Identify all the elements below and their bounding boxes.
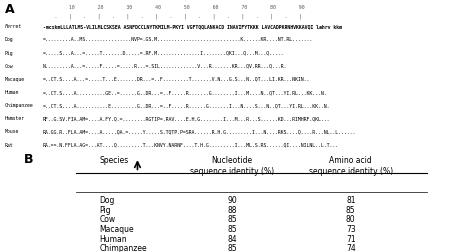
Text: Human: Human [100,235,127,244]
Text: Pig: Pig [100,206,111,215]
Text: 84: 84 [228,235,237,244]
Text: 73: 73 [346,225,356,234]
Text: 85: 85 [228,244,237,252]
Text: Dog: Dog [5,37,13,42]
Text: Macaque: Macaque [5,77,25,82]
Text: =.....S...A...=.....T.......D.....=.RF.M...............I........QKI...Q...M...Q.: =.....S...A...=.....T.......D.....=.RF.M… [43,50,284,55]
Text: Chimpanzee: Chimpanzee [100,244,147,252]
Text: =..CT.S....A..........GE..=......G..DR...=..F.....R.......G........I...M....N..Q: =..CT.S....A..........GE..=......G..DR..… [43,90,327,95]
Text: -mcskmLLLATLMS-VLILMLCSKSEA ASNFDCCLNYTKMILM-PKYI VGFTQQLANKACD INAVIFYTKKK LAVC: -mcskmLLLATLMS-VLILMLCSKSEA ASNFDCCLNYTK… [43,24,342,29]
Text: 85: 85 [346,206,356,215]
Text: RA.==.N.FFLA.AG=...AT....Q.........T...KNVY.NARNF....T.H.G.........I...ML.S.RS..: RA.==.N.FFLA.AG=...AT....Q.........T...K… [43,143,339,148]
Text: 10        20        30        40        50        60        70        80        : 10 20 30 40 50 60 70 80 [43,5,304,10]
Text: Nucleotide
sequence identity (%): Nucleotide sequence identity (%) [190,156,274,176]
Text: Hamster: Hamster [5,116,25,121]
Text: 81: 81 [346,196,356,205]
Text: A: A [5,3,14,16]
Text: B: B [24,153,33,166]
Text: Human: Human [5,90,19,95]
Text: .    |    .    |    .    |    .    |    .    |    .    |    .    |    .    |    : . | . | . | . | . | . | . | . | [43,14,301,19]
Text: 90: 90 [228,196,237,205]
Text: 74: 74 [346,244,356,252]
Text: =..CT.S....A...........E.........G..DR...=..F.....R......G.......I...N....S...N.: =..CT.S....A...........E.........G..DR..… [43,103,330,108]
Text: N.........A...=.....F.....=.....R...=.SIL.............V...R.......KR...QV.RR...Q: N.........A...=.....F.....=.....R...=.SI… [43,64,287,69]
Text: Mouse: Mouse [5,130,19,134]
Text: =.........A..MS................NVP=.GS.M.............................K......KR..: =.........A..MS................NVP=.GS.M… [43,37,313,42]
Text: RF..G.SV.FIA.AM=....A.FY.Q.=........RGTIP=.RAV....E.H.G........I...M...R...S....: RF..G.SV.FIA.AM=....A.FY.Q.=........RGTI… [43,116,330,121]
Text: Dog: Dog [100,196,115,205]
Text: Ferret: Ferret [5,24,22,29]
Text: 88: 88 [228,206,237,215]
Text: Cow: Cow [100,215,116,225]
Text: 85: 85 [228,225,237,234]
Text: 71: 71 [346,235,356,244]
Text: Rat: Rat [5,143,13,148]
Text: 85: 85 [228,215,237,225]
Text: RA.GG.R..FLA.AM=....A.....QA.=.....Y.....S.TQTP.P=SRA......R.H.G.........I...N..: RA.GG.R..FLA.AM=....A.....QA.=.....Y....… [43,130,356,134]
Text: Amino acid
sequence identity (%): Amino acid sequence identity (%) [309,156,393,176]
Text: Pig: Pig [5,50,13,55]
Text: Species: Species [100,156,129,165]
Text: Macaque: Macaque [100,225,134,234]
Text: 80: 80 [346,215,356,225]
Text: Chimpanzee: Chimpanzee [5,103,34,108]
Text: Cow: Cow [5,64,13,69]
Text: =..CT.S....A...=.....T...E.......DR...=..F.........T.......V.N...G.S...N..QT...L: =..CT.S....A...=.....T...E.......DR...=.… [43,77,310,82]
